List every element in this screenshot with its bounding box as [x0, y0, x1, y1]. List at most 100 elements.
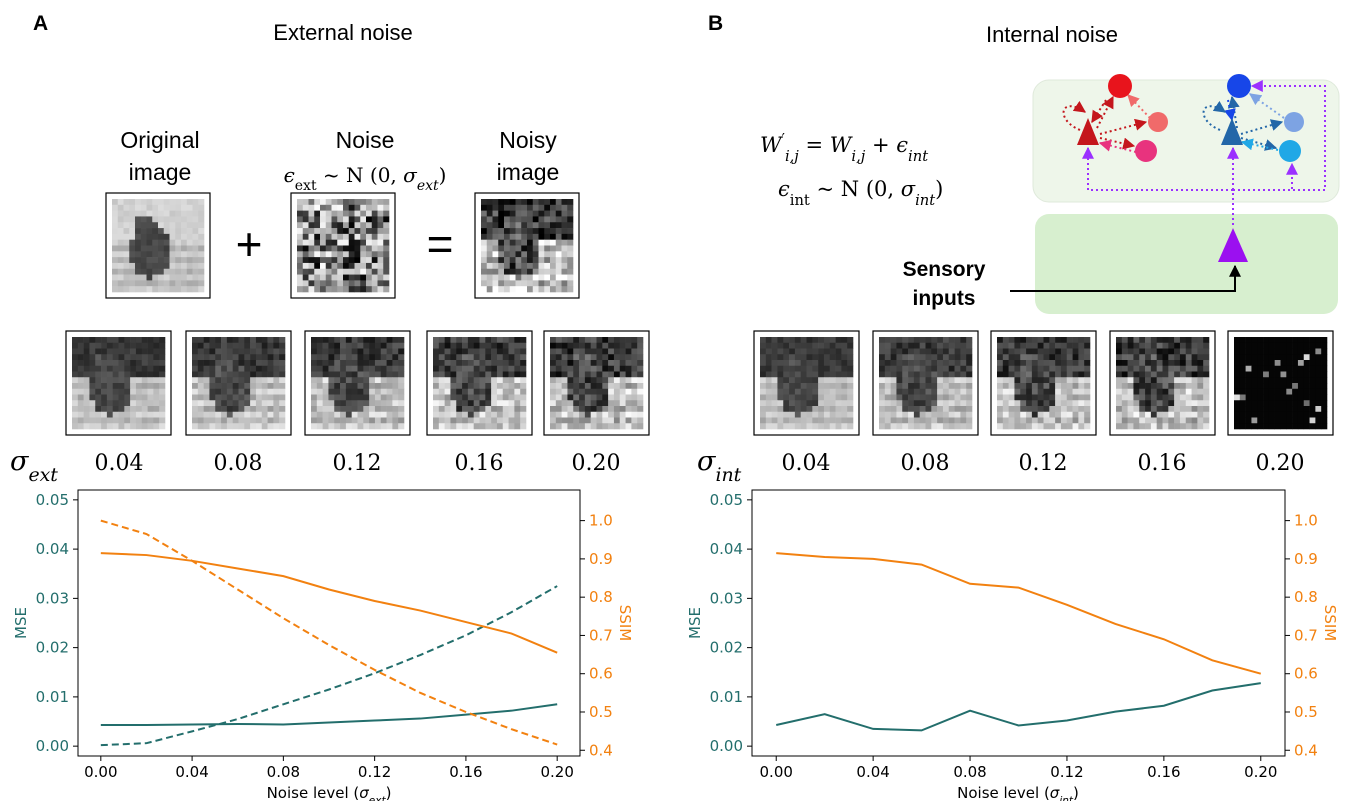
pixel	[637, 412, 643, 418]
pixel	[187, 205, 193, 211]
pixel	[1055, 406, 1061, 412]
pixel	[1055, 412, 1061, 418]
pixel	[631, 372, 637, 378]
pixel	[1073, 418, 1079, 424]
pixel	[841, 418, 847, 424]
pixel	[885, 389, 891, 395]
pixel	[1145, 389, 1151, 395]
pixel	[493, 222, 499, 228]
pixel	[317, 423, 323, 429]
pixel	[1321, 395, 1327, 401]
pixel	[1192, 418, 1198, 424]
pixel	[355, 280, 361, 286]
pixel	[818, 354, 824, 360]
pixel	[89, 354, 95, 360]
pixel	[387, 337, 393, 343]
pixel	[332, 286, 338, 292]
pixel	[847, 377, 853, 383]
pixel	[1304, 354, 1310, 360]
pixel	[72, 412, 78, 418]
pixel	[847, 395, 853, 401]
pixel	[1157, 360, 1163, 366]
pixel	[107, 349, 113, 355]
pixel	[497, 395, 503, 401]
pixel	[498, 222, 504, 228]
level-label: 0.08	[901, 451, 950, 476]
subscript: int	[908, 148, 928, 165]
pixel	[766, 343, 772, 349]
pixel	[579, 406, 585, 412]
pixel	[369, 395, 375, 401]
pixel	[363, 372, 369, 378]
pixel	[1240, 377, 1246, 383]
pixel	[439, 354, 445, 360]
series-line	[101, 553, 557, 653]
pixel	[1275, 366, 1281, 372]
pixel	[343, 234, 349, 240]
pixel	[1186, 400, 1192, 406]
pixel	[343, 222, 349, 228]
pixel	[1180, 354, 1186, 360]
pixel	[766, 377, 772, 383]
pixel	[801, 366, 807, 372]
pixel	[812, 412, 818, 418]
pixel	[343, 216, 349, 222]
pixel	[369, 337, 375, 343]
pixel	[514, 349, 520, 355]
pixel	[474, 418, 480, 424]
pixel	[777, 337, 783, 343]
pixel	[130, 354, 136, 360]
pixel	[1180, 372, 1186, 378]
label-text: Noise level (	[957, 784, 1050, 801]
pixel	[503, 418, 509, 424]
pixel	[1049, 423, 1055, 429]
pixel	[1275, 372, 1281, 378]
pixel	[614, 400, 620, 406]
pixel	[818, 337, 824, 343]
pixel	[198, 211, 204, 217]
pixel	[378, 251, 384, 257]
pixel	[250, 349, 256, 355]
pixel	[113, 412, 119, 418]
pixel	[556, 286, 562, 292]
pixel	[314, 205, 320, 211]
pixel	[1251, 343, 1257, 349]
pixel	[937, 360, 943, 366]
pixel	[1263, 412, 1269, 418]
pixel	[573, 389, 579, 395]
pixel	[1240, 418, 1246, 424]
pixel	[468, 377, 474, 383]
thumbnail	[873, 331, 978, 435]
pixel	[95, 389, 101, 395]
pixel	[1234, 400, 1240, 406]
pixel	[153, 423, 159, 429]
pixel	[387, 383, 393, 389]
pixel	[439, 349, 445, 355]
pixel	[372, 216, 378, 222]
pixel	[520, 354, 526, 360]
pixel	[1003, 423, 1009, 429]
pixel	[1203, 412, 1209, 418]
pixel	[387, 354, 393, 360]
pixel	[1203, 418, 1209, 424]
pixel	[1186, 337, 1192, 343]
pixel	[520, 423, 526, 429]
pixel	[119, 400, 125, 406]
pixel	[95, 366, 101, 372]
pixel	[1073, 366, 1079, 372]
pixel	[147, 234, 153, 240]
pixel	[847, 360, 853, 366]
pixel	[491, 383, 497, 389]
pixel	[949, 377, 955, 383]
pixel	[332, 199, 338, 205]
pixel	[445, 377, 451, 383]
pixel	[309, 228, 315, 234]
pixel	[303, 275, 309, 281]
pixel	[118, 211, 124, 217]
pixel	[101, 389, 107, 395]
pixel	[626, 423, 632, 429]
pixel	[89, 383, 95, 389]
pixel	[198, 366, 204, 372]
pixel	[334, 366, 340, 372]
pixel	[908, 400, 914, 406]
